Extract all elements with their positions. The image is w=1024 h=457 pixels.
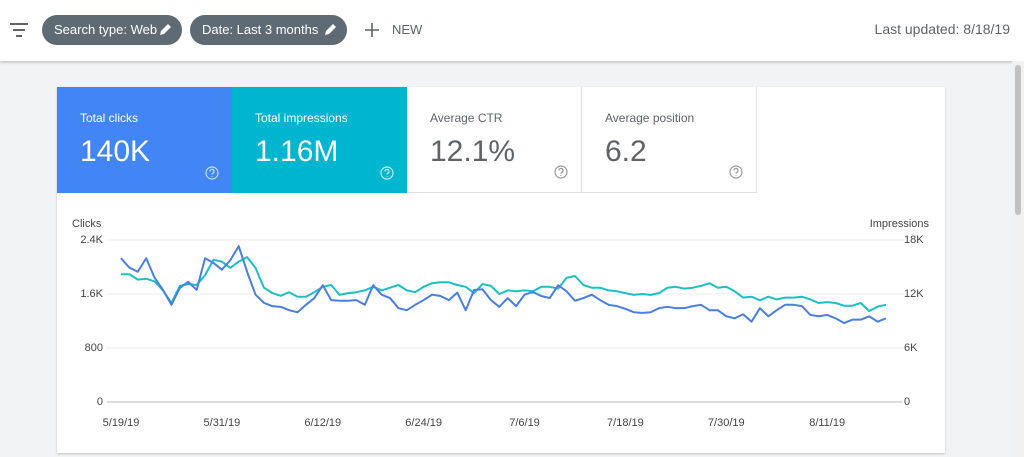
- help-icon[interactable]: [729, 165, 743, 179]
- metric-label: Average position: [605, 111, 695, 125]
- y-tick-label: 2.4K: [80, 234, 103, 246]
- y2-tick-label: 0: [904, 396, 910, 408]
- y-axis-label: Clicks: [72, 218, 102, 230]
- y2-tick-label: 18K: [904, 234, 924, 246]
- performance-card: Total clicks 140K Total impressions 1.16M …: [57, 87, 945, 453]
- chip-label: Date: Last 3 months: [202, 22, 319, 37]
- x-tick-label: 6/24/19: [405, 417, 442, 429]
- metric-tile[interactable]: Total clicks 140K: [57, 87, 232, 193]
- y-tick-label: 0: [97, 396, 103, 408]
- metric-value: 6.2: [605, 135, 647, 168]
- help-icon[interactable]: [554, 165, 568, 179]
- edit-icon: [160, 24, 171, 35]
- x-tick-label: 7/6/19: [509, 417, 540, 429]
- filter-icon[interactable]: [10, 23, 28, 37]
- x-tick-label: 7/18/19: [607, 417, 644, 429]
- metric-tile[interactable]: Total impressions 1.16M: [232, 87, 407, 193]
- edit-icon: [325, 24, 336, 35]
- x-tick-label: 6/12/19: [304, 417, 341, 429]
- x-tick-label: 5/31/19: [204, 417, 241, 429]
- metric-value: 140K: [80, 135, 151, 168]
- y2-axis-label: Impressions: [870, 218, 930, 230]
- y-tick-label: 1.6K: [80, 288, 103, 300]
- y-tick-label: 800: [85, 342, 103, 354]
- metric-value: 12.1%: [430, 135, 516, 168]
- scrollbar-thumb: [1015, 65, 1021, 215]
- last-updated: Last updated: 8/18/19: [874, 21, 1010, 37]
- x-tick-label: 7/30/19: [708, 417, 745, 429]
- series-line: [121, 256, 887, 313]
- metric-tile[interactable]: Average CTR 12.1%: [407, 87, 582, 193]
- chip[interactable]: Search type: Web: [42, 15, 182, 45]
- toolbar: Search type: Web Date: Last 3 months NEW…: [0, 0, 1024, 61]
- metric-value: 1.16M: [255, 135, 339, 168]
- y2-tick-label: 12K: [904, 288, 924, 300]
- chart: Clicks Impressions 0 800 1.6K 2.4K 0 6K 12K 18K…: [72, 218, 930, 429]
- plus-icon[interactable]: [365, 23, 379, 37]
- metric-tile[interactable]: Average position 6.2: [582, 87, 757, 193]
- x-tick-label: 8/11/19: [809, 417, 845, 429]
- help-icon[interactable]: [380, 166, 394, 180]
- chip-label: Search type: Web: [54, 22, 158, 37]
- scrollbar[interactable]: [1012, 61, 1024, 457]
- chip[interactable]: Date: Last 3 months: [190, 15, 347, 45]
- metric-label: Average CTR: [430, 111, 503, 125]
- series-line: [120, 245, 887, 325]
- metric-label: Total clicks: [80, 111, 139, 125]
- new-button[interactable]: NEW: [392, 22, 423, 37]
- x-tick-label: 5/19/19: [103, 417, 140, 429]
- help-icon[interactable]: [205, 166, 219, 180]
- metric-label: Total impressions: [255, 111, 348, 125]
- y2-tick-label: 6K: [904, 342, 918, 354]
